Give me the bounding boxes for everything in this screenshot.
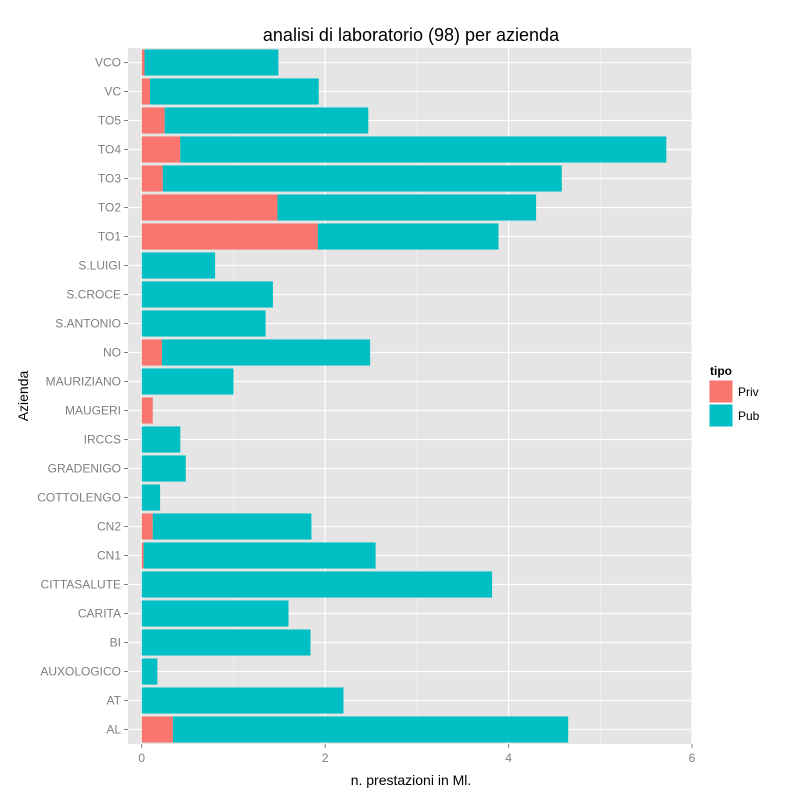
y-tick-label: VC (104, 85, 121, 99)
bar-cittasalute-pub (141, 571, 493, 598)
x-tick-label: 0 (138, 751, 145, 765)
y-tick-label: CN2 (97, 520, 121, 534)
legend-label-pub: Pub (738, 409, 760, 423)
bar-vco-pub (144, 49, 279, 76)
bar-to3-pub (162, 165, 562, 192)
y-tick-label: CARITA (78, 607, 121, 621)
y-tick-label: TO5 (98, 114, 121, 128)
bar-vc-pub (150, 78, 319, 105)
legend-title: tipo (710, 364, 732, 378)
plot-panel (128, 48, 692, 744)
bar-vc-priv (141, 78, 151, 105)
bar-to5-priv (141, 107, 165, 134)
bar-s-antonio-pub (141, 310, 266, 337)
x-tick-label: 2 (322, 751, 329, 765)
y-tick-label: AUXOLOGICO (40, 665, 121, 679)
bar-to5-pub (164, 107, 369, 134)
bar-cottolengo-pub (141, 484, 161, 511)
bar-cn2-pub (152, 513, 312, 540)
x-axis-title: n. prestazioni in Ml. (351, 772, 472, 788)
bar-at-pub (141, 687, 344, 714)
legend-key-pub (708, 403, 734, 428)
y-tick-label: AL (106, 723, 121, 737)
y-tick-label: MAURIZIANO (46, 375, 121, 389)
bar-gradenigo-pub (141, 455, 186, 482)
bar-bi-pub (141, 629, 311, 656)
y-axis-title: Azienda (15, 370, 31, 421)
y-axis: AL AT AUXOLOGICO BI CARITA CITTASALUTE CN1 CN2 C… (37, 56, 128, 737)
x-tick-label: 4 (505, 751, 512, 765)
y-tick-label: TO3 (98, 172, 121, 186)
bar-carita-pub (141, 600, 289, 627)
bar-cn1-pub (143, 542, 376, 569)
bar-s-croce-pub (141, 281, 273, 308)
bar-to4-priv (141, 136, 181, 163)
bar-auxologico-pub (141, 658, 158, 685)
y-tick-label: S.CROCE (66, 288, 121, 302)
y-tick-label: VCO (95, 56, 121, 70)
bar-al-priv (141, 716, 173, 743)
x-tick-label: 6 (689, 751, 696, 765)
y-tick-label: TO4 (98, 143, 121, 157)
y-tick-label: NO (103, 346, 121, 360)
y-tick-label: BI (110, 636, 121, 650)
bar-irccs-pub (141, 426, 181, 453)
y-tick-label: GRADENIGO (48, 462, 121, 476)
y-tick-label: S.LUIGI (78, 259, 121, 273)
y-tick-label: AT (107, 694, 122, 708)
chart-title: analisi di laboratorio (98) per azienda (263, 25, 560, 45)
bar-mauriziano-pub (141, 368, 234, 395)
bar-no-priv (141, 339, 162, 366)
bar-al-pub (172, 716, 569, 743)
bar-to1-priv (141, 223, 318, 250)
y-tick-label: MAUGERI (65, 404, 121, 418)
legend-key-priv (708, 379, 734, 404)
bar-to2-priv (141, 194, 278, 221)
y-tick-label: IRCCS (84, 433, 121, 447)
y-tick-label: TO1 (98, 230, 121, 244)
y-tick-label: COTTOLENGO (37, 491, 121, 505)
bar-to4-pub (180, 136, 667, 163)
bar-maugeri-priv (141, 397, 153, 424)
bar-to2-pub (277, 194, 537, 221)
legend-label-priv: Priv (738, 385, 759, 399)
bar-s-luigi-pub (141, 252, 216, 279)
bar-cn2-priv (141, 513, 153, 540)
legend: Priv Pub (708, 379, 760, 428)
bars (141, 49, 667, 743)
bar-no-pub (161, 339, 371, 366)
x-axis: 0 2 4 6 (138, 744, 696, 765)
bar-to1-pub (317, 223, 499, 250)
y-tick-label: TO2 (98, 201, 121, 215)
y-tick-label: S.ANTONIO (55, 317, 121, 331)
bar-vco-priv (141, 49, 145, 76)
y-tick-label: CITTASALUTE (41, 578, 121, 592)
bar-cn1-priv (141, 542, 144, 569)
y-tick-label: CN1 (97, 549, 121, 563)
bar-to3-priv (141, 165, 163, 192)
